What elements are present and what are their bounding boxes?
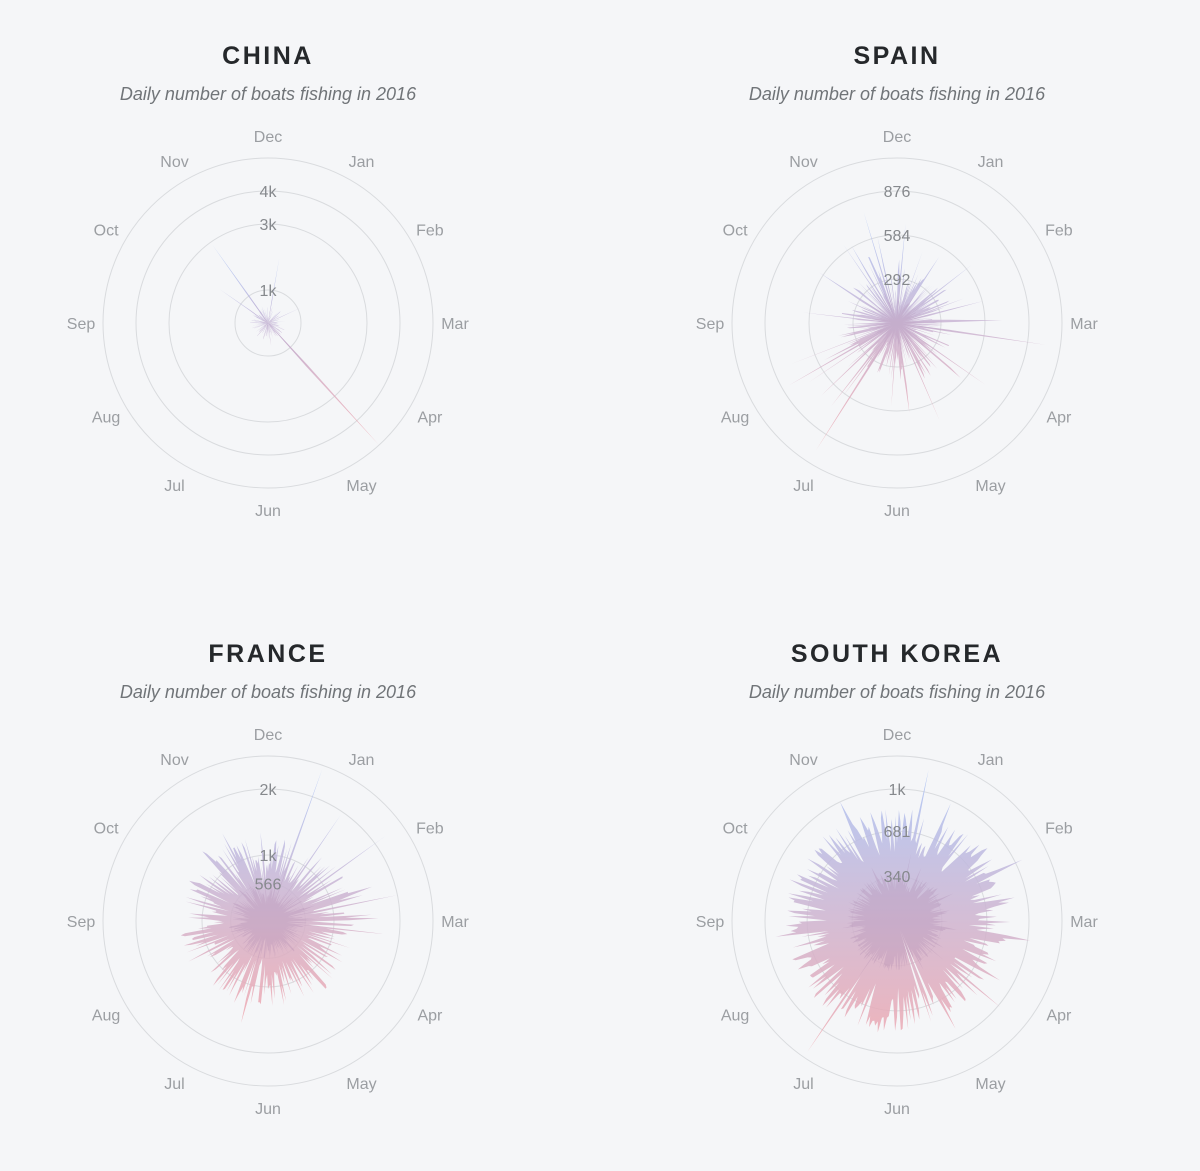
month-label: Jan — [349, 752, 375, 769]
ring-tick-label: 292 — [884, 272, 911, 289]
chart-subtitle: Daily number of boats fishing in 2016 — [119, 84, 417, 104]
month-label: Dec — [883, 129, 911, 146]
month-label: Aug — [92, 410, 120, 427]
ring-0 — [234, 289, 302, 357]
month-label: Jan — [978, 752, 1004, 769]
month-label: Nov — [160, 154, 188, 171]
month-label: Oct — [723, 223, 748, 240]
month-label: Mar — [1070, 316, 1098, 333]
ring-tick-label: 1k — [260, 283, 278, 300]
ring-tick-label: 1k — [260, 848, 278, 865]
radial-chart-spain: 292 584 876 Dec Jan Feb Mar Apr May Jun Jul Aug Sep O… — [696, 129, 1099, 520]
month-label: Jul — [164, 1076, 184, 1093]
month-label: Dec — [254, 129, 282, 146]
chart-panel-south-korea: SOUTH KOREA Daily number of boats fishin… — [629, 598, 1200, 1171]
radial-chart-france: 566 1k 2k Dec Jan Feb Mar Apr May Jun Jul Aug Sep Oct… — [67, 727, 470, 1118]
chart-subtitle: Daily number of boats fishing in 2016 — [748, 682, 1046, 702]
ring-tick-label: 584 — [884, 228, 911, 245]
month-label: Sep — [696, 316, 725, 333]
ring-0 — [852, 278, 942, 368]
month-label: Nov — [160, 752, 188, 769]
month-label: Jul — [793, 1076, 813, 1093]
radial-chart-china: 1k 3k 4k Dec Jan Feb Mar Apr May Jun Jul Aug Sep Oct N… — [67, 129, 470, 520]
chart-title: CHINA — [222, 42, 314, 70]
outer-ring — [102, 157, 434, 489]
outer-ring — [731, 157, 1063, 489]
month-label: Feb — [1045, 821, 1073, 838]
month-label: Jan — [349, 154, 375, 171]
chart-title: FRANCE — [208, 640, 328, 668]
month-label: Dec — [254, 727, 282, 744]
month-label: Sep — [67, 914, 96, 931]
month-label: May — [975, 478, 1005, 495]
month-label: Jun — [255, 503, 281, 520]
month-label: Nov — [789, 752, 817, 769]
ring-tick-label: 1k — [889, 782, 907, 799]
ring-tick-label: 340 — [884, 869, 911, 886]
month-label: Nov — [789, 154, 817, 171]
month-label: Sep — [67, 316, 96, 333]
month-label: Apr — [1046, 410, 1072, 427]
ring-tick-label: 3k — [260, 217, 278, 234]
month-label: Feb — [416, 821, 444, 838]
daily-boats-core — [228, 852, 327, 967]
month-label: Jun — [884, 503, 910, 520]
month-label: Oct — [94, 223, 119, 240]
month-label: Apr — [1046, 1008, 1072, 1025]
month-label: Jul — [164, 478, 184, 495]
month-label: Apr — [417, 410, 443, 427]
month-label: Dec — [883, 727, 911, 744]
daily-boats-area — [788, 211, 1047, 451]
chart-subtitle: Daily number of boats fishing in 2016 — [119, 682, 417, 702]
chart-panel-france: FRANCE Daily number of boats fishing in … — [0, 598, 600, 1171]
month-label: Aug — [721, 1008, 749, 1025]
month-label: Aug — [721, 410, 749, 427]
chart-title: SPAIN — [853, 42, 941, 70]
month-label: Jul — [793, 478, 813, 495]
month-label: Mar — [1070, 914, 1098, 931]
ring-2 — [135, 788, 401, 1054]
month-label: Oct — [723, 821, 748, 838]
month-label: Mar — [441, 914, 469, 931]
month-label: May — [346, 478, 376, 495]
month-label: Jun — [884, 1101, 910, 1118]
outer-ring — [731, 755, 1063, 1087]
month-label: May — [346, 1076, 376, 1093]
month-label: Mar — [441, 316, 469, 333]
daily-boats-area — [180, 768, 398, 1023]
month-label: Jun — [255, 1101, 281, 1118]
radial-chart-south-korea: 340 681 1k Dec Jan Feb Mar Apr May Jun Jul Aug Sep Oc… — [696, 727, 1099, 1118]
month-label: Feb — [416, 223, 444, 240]
month-label: Apr — [417, 1008, 443, 1025]
daily-boats-core — [842, 852, 957, 980]
chart-title: SOUTH KOREA — [790, 640, 1004, 668]
chart-panel-spain: SPAIN Daily number of boats fishing in 2… — [629, 0, 1200, 573]
ring-tick-label: 566 — [255, 877, 282, 894]
ring-2 — [764, 788, 1030, 1054]
month-label: Sep — [696, 914, 725, 931]
ring-tick-label: 4k — [260, 184, 278, 201]
ring-2 — [764, 190, 1030, 456]
ring-tick-label: 2k — [260, 782, 278, 799]
month-label: Oct — [94, 821, 119, 838]
ring-1 — [168, 223, 368, 423]
outer-ring — [102, 755, 434, 1087]
ring-2 — [135, 190, 401, 456]
ring-tick-label: 876 — [884, 184, 911, 201]
month-label: Jan — [978, 154, 1004, 171]
ring-1 — [808, 234, 986, 412]
chart-panel-china: CHINA Daily number of boats fishing in 2… — [0, 0, 600, 573]
month-label: Feb — [1045, 223, 1073, 240]
ring-tick-label: 681 — [884, 824, 911, 841]
daily-boats-area — [775, 769, 1031, 1052]
month-label: Aug — [92, 1008, 120, 1025]
month-label: May — [975, 1076, 1005, 1093]
chart-subtitle: Daily number of boats fishing in 2016 — [748, 84, 1046, 104]
